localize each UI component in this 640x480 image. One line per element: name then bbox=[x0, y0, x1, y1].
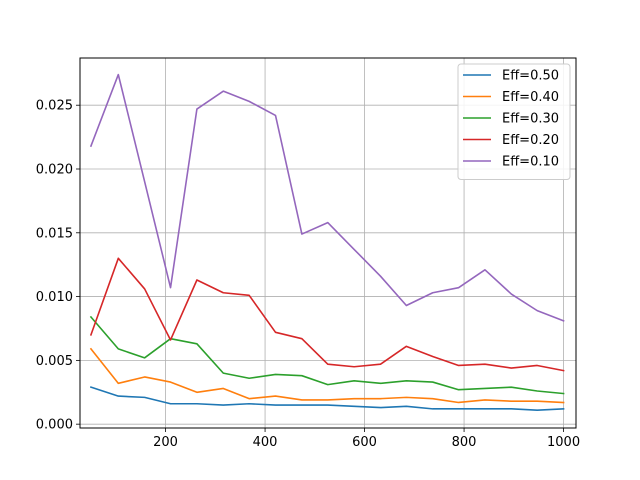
legend-box bbox=[457, 63, 571, 180]
legend: Eff=0.50 Eff=0.40 Eff=0.30 Eff=0.20 Eff=0.10 bbox=[457, 63, 571, 180]
y-axis: 0.000 0.005 0.010 0.015 0.020 0.025 bbox=[36, 99, 80, 433]
x-tick-label: 800 bbox=[452, 435, 477, 450]
series-line-4 bbox=[89, 257, 565, 372]
x-tick-label: 400 bbox=[253, 435, 278, 450]
series-line-1 bbox=[89, 386, 565, 411]
y-tick-label: 0.010 bbox=[36, 290, 73, 305]
y-tick-label: 0.020 bbox=[36, 163, 73, 178]
legend-label: Eff=0.50 bbox=[502, 69, 559, 84]
series-line-5 bbox=[89, 73, 565, 322]
series-lines bbox=[89, 73, 565, 411]
legend-label: Eff=0.10 bbox=[502, 155, 559, 170]
x-tick-label: 1000 bbox=[547, 435, 580, 450]
series-line-2 bbox=[89, 347, 565, 404]
x-tick-label: 600 bbox=[352, 435, 377, 450]
y-tick-label: 0.025 bbox=[36, 99, 73, 114]
y-tick-label: 0.000 bbox=[36, 418, 73, 433]
axes-frame bbox=[79, 57, 577, 429]
legend-label: Eff=0.20 bbox=[502, 133, 559, 148]
legend-label: Eff=0.40 bbox=[502, 90, 559, 105]
x-axis: 200 400 600 800 1000 bbox=[153, 428, 580, 450]
y-tick-label: 0.015 bbox=[36, 226, 73, 241]
y-tick-label: 0.005 bbox=[36, 354, 73, 369]
x-tick-label: 200 bbox=[153, 435, 178, 450]
legend-label: Eff=0.30 bbox=[502, 112, 559, 127]
